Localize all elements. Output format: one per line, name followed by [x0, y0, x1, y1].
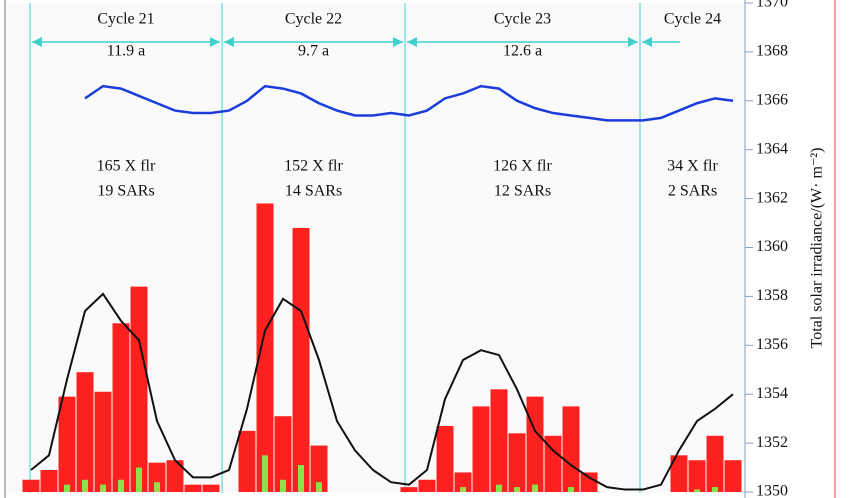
cycle-length: 11.9 a [107, 43, 146, 60]
bar [238, 430, 256, 492]
bar [310, 445, 328, 492]
bar [130, 286, 148, 492]
cycle-length: 12.6 a [503, 43, 542, 60]
bar [688, 460, 706, 492]
bar [670, 455, 688, 492]
bar [562, 406, 580, 492]
y-tick-label: 1352 [756, 434, 788, 451]
bar [580, 472, 598, 492]
bar [94, 391, 112, 492]
bar [532, 484, 538, 492]
line [84, 84, 734, 122]
bar [256, 203, 274, 493]
y-tick-label: 1370 [756, 0, 788, 11]
bar [166, 460, 184, 492]
bar [76, 372, 94, 492]
bar [154, 482, 160, 492]
cycle-name: Cycle 22 [285, 11, 342, 28]
flare-count: 34 X flr [667, 158, 718, 175]
bar [418, 479, 436, 492]
bar [712, 487, 718, 492]
y-tick-label: 1358 [756, 287, 788, 304]
bar [316, 482, 322, 492]
bar [544, 435, 562, 492]
y-tick-label: 1366 [756, 91, 788, 108]
y-axis-label: Total solar irradiance/(W· m⁻²) [809, 148, 826, 349]
bar [112, 323, 130, 492]
cycle-length: 9.7 a [298, 43, 329, 60]
bar [280, 479, 286, 492]
bar [694, 489, 700, 492]
bar [526, 396, 544, 492]
bar [706, 435, 724, 492]
cycle-name: Cycle 24 [664, 11, 721, 28]
bar [202, 484, 220, 492]
bar [136, 467, 142, 492]
cycle-name: Cycle 21 [97, 11, 154, 28]
sar-count: 12 SARs [494, 183, 551, 200]
bar [490, 389, 508, 492]
bar [64, 484, 70, 492]
bar [118, 479, 124, 492]
bar [436, 425, 454, 492]
sar-count: 2 SARs [668, 183, 717, 200]
bar [496, 484, 502, 492]
bar [40, 469, 58, 492]
bar [298, 465, 304, 492]
y-tick-label: 1356 [756, 336, 788, 353]
bar [82, 479, 88, 492]
flare-count: 165 X flr [97, 158, 156, 175]
flare-count: 152 X flr [284, 158, 343, 175]
sar-count: 14 SARs [285, 183, 342, 200]
y-tick-label: 1360 [756, 238, 788, 255]
bar [22, 479, 40, 492]
y-tick-label: 1364 [756, 140, 788, 157]
bar [454, 472, 472, 492]
bar [508, 433, 526, 492]
bar [58, 396, 76, 492]
bar [262, 455, 268, 492]
bar [100, 484, 106, 492]
sar-count: 19 SARs [97, 183, 154, 200]
bar [400, 487, 418, 492]
y-tick-label: 1350 [756, 483, 788, 498]
cycle-name: Cycle 23 [494, 11, 551, 28]
bar [460, 487, 466, 492]
bar [514, 487, 520, 492]
y-tick-label: 1362 [756, 189, 788, 206]
bar [292, 227, 310, 492]
y-tick-label: 1354 [756, 385, 788, 402]
line [30, 292, 734, 491]
y-tick-label: 1368 [756, 43, 788, 60]
flare-count: 126 X flr [493, 158, 552, 175]
bar [472, 406, 490, 492]
bar [184, 484, 202, 492]
arrow-head [642, 37, 652, 47]
bar [148, 462, 166, 492]
bar [274, 416, 292, 492]
bar [568, 487, 574, 492]
bar [724, 460, 742, 492]
